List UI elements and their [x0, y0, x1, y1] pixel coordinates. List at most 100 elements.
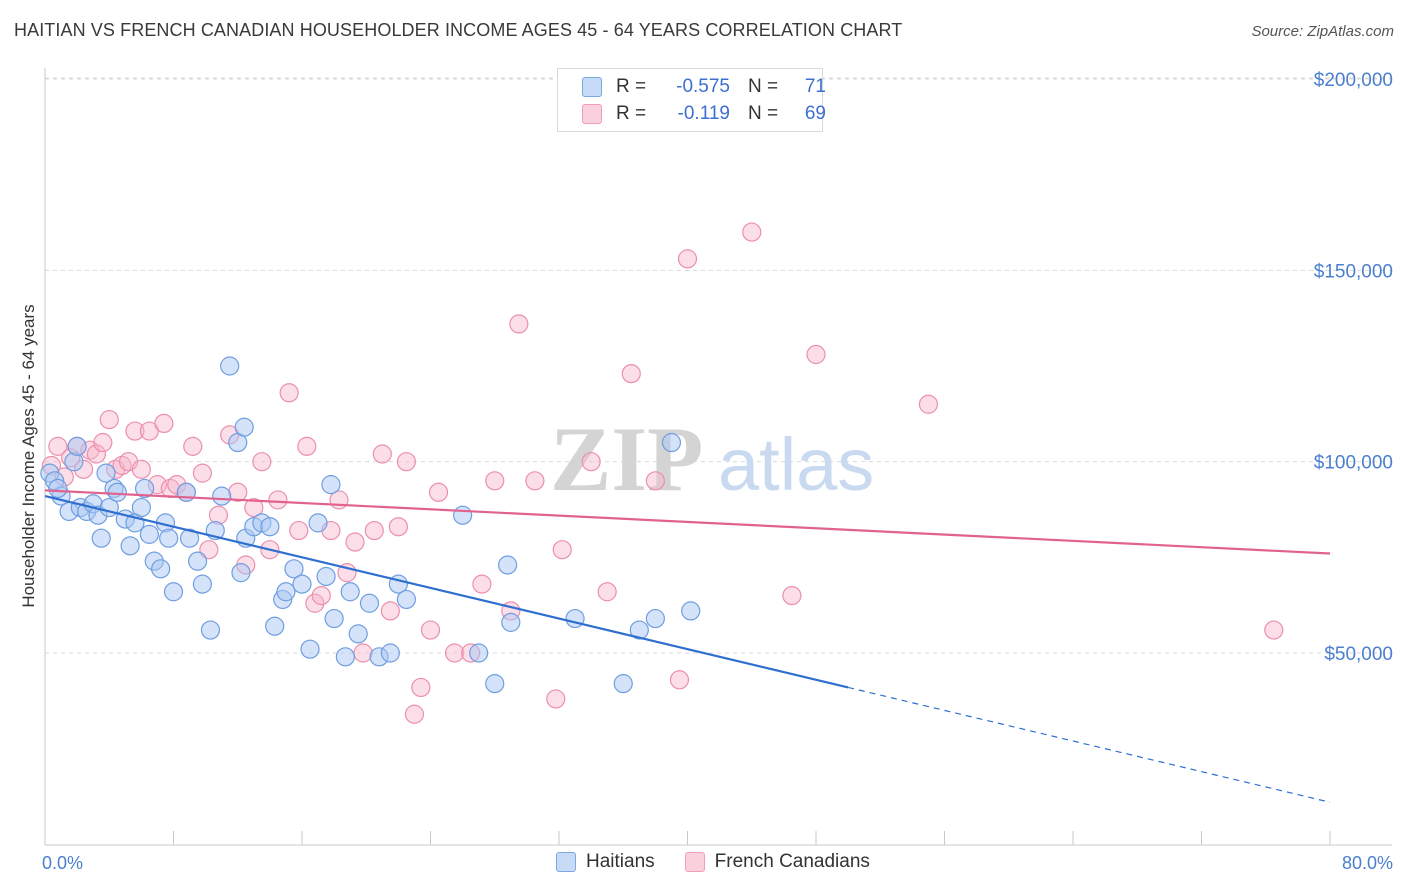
haitian-point — [91, 528, 111, 548]
french-canadian-point — [420, 620, 441, 640]
y-axis-label: Householder Income Ages 45 - 64 years — [19, 304, 38, 607]
french-canadian-point — [597, 582, 617, 602]
legend-label-haitians: Haitians — [586, 851, 655, 872]
haitian-point — [107, 482, 127, 502]
french-canadian-point — [388, 517, 408, 537]
y-tick-label: $50,000 — [1324, 644, 1393, 665]
french-canadian-point — [345, 532, 365, 552]
french-canadian-point — [297, 436, 317, 456]
legend-n-value: 71 — [804, 76, 826, 97]
haitian-point — [96, 463, 116, 483]
legend-row-haitians: R = -0.575 N = 71 — [582, 74, 826, 100]
legend-r-value: -0.119 — [677, 103, 730, 124]
haitian-point — [316, 566, 336, 587]
y-tick-label: $150,000 — [1314, 261, 1393, 282]
y-tick-label: $100,000 — [1314, 453, 1393, 474]
axes — [44, 68, 1392, 846]
haitian-point — [163, 582, 184, 602]
haitian-point — [131, 497, 151, 518]
french-canadian-point — [199, 540, 219, 560]
french-canadian-point — [372, 444, 392, 464]
haitian-point — [292, 574, 312, 594]
legend-swatch-haitians — [582, 77, 602, 97]
correlation-legend: R = -0.575 N = 71 R = -0.119 N = 69 — [557, 68, 826, 132]
haitian-point — [284, 559, 304, 579]
legend-r-label: R = — [616, 76, 647, 97]
french-canadian-point — [621, 364, 641, 384]
legend-item-french-canadians[interactable]: French Canadians — [684, 851, 870, 873]
watermark-atlas: atlas — [718, 423, 874, 506]
french-canadian-point — [485, 471, 505, 491]
haitian-point — [220, 356, 240, 376]
haitian-point — [485, 674, 505, 694]
source-label: Source: ZipAtlas.com — [1251, 23, 1394, 40]
haitian-point — [321, 475, 341, 495]
haitian-point — [300, 639, 320, 659]
french-canadian-point — [546, 689, 566, 709]
french-canadian-point — [396, 452, 417, 472]
haitian-point — [645, 608, 665, 629]
haitian-point — [498, 555, 518, 575]
haitian-point — [139, 524, 160, 544]
haitian-point — [661, 432, 682, 453]
haitian-point — [380, 643, 400, 663]
haitian-point — [212, 486, 232, 506]
haitian-point — [348, 624, 368, 644]
watermark-zip: ZIP — [550, 408, 703, 510]
french-canadian-point — [444, 643, 465, 663]
french-canadian-point — [782, 585, 802, 606]
legend-swatch-french-canadians — [582, 104, 602, 124]
axis-labels: $50,000 $100,000 $150,000 $200,000 0.0% 80.0%… — [19, 70, 1393, 873]
haitian-point — [159, 528, 179, 548]
legend-r-value: -0.575 — [676, 76, 730, 97]
haitian-point — [469, 643, 489, 663]
haitian-point — [324, 608, 344, 629]
haitian-point — [234, 417, 254, 437]
french-canadian-point — [806, 344, 826, 365]
french-canadian-point — [244, 497, 264, 518]
legend-n-label: N = — [748, 103, 779, 124]
haitian-point — [308, 513, 328, 533]
french-canadian-point — [268, 490, 288, 510]
french-canadian-trend-line — [44, 489, 1331, 555]
haitian-point — [613, 674, 633, 694]
legend-swatch-haitians — [556, 852, 576, 872]
legend-label-french-canadians: French Canadians — [714, 851, 870, 872]
french-canadian-point — [581, 452, 601, 472]
french-canadian-point — [311, 585, 331, 606]
legend-swatch-french-canadians — [684, 852, 705, 872]
french-canadian-point — [472, 574, 492, 594]
x-tick-label-end: 80.0% — [1342, 853, 1393, 873]
legend-item-haitians[interactable]: Haitians — [556, 851, 655, 873]
haitian-point — [629, 620, 649, 640]
haitian-point — [200, 620, 221, 640]
french-canadian-point — [154, 413, 174, 433]
haitian-point — [192, 574, 213, 594]
haitian-point — [151, 559, 171, 579]
haitian-point — [501, 612, 521, 632]
haitian-point — [453, 505, 473, 525]
haitian-point — [187, 551, 208, 571]
haitian-point — [335, 647, 355, 667]
french-canadian-point — [125, 421, 145, 441]
french-canadian-point — [86, 444, 107, 464]
haitian-point — [260, 517, 280, 537]
legend-row-french-canadians: R = -0.119 N = 69 — [582, 101, 826, 127]
haitian-trend-extension — [847, 686, 1331, 803]
french-canadian-point — [289, 520, 309, 541]
french-canadian-point — [192, 463, 213, 483]
french-canadian-point — [509, 314, 529, 334]
french-canadian-point — [252, 452, 272, 472]
trend-lines — [44, 489, 1331, 803]
x-tick-label-start: 0.0% — [42, 853, 83, 873]
french-canadian-point — [353, 643, 373, 663]
french-canadian-point — [131, 459, 151, 479]
french-canadian-point — [428, 482, 449, 502]
haitian-point — [48, 478, 68, 499]
legend-r-label: R = — [616, 103, 647, 124]
haitian-point — [396, 589, 417, 610]
french-canadian-point — [669, 670, 690, 690]
y-tick-label: $200,000 — [1314, 70, 1393, 91]
french-canadian-point — [742, 222, 762, 242]
